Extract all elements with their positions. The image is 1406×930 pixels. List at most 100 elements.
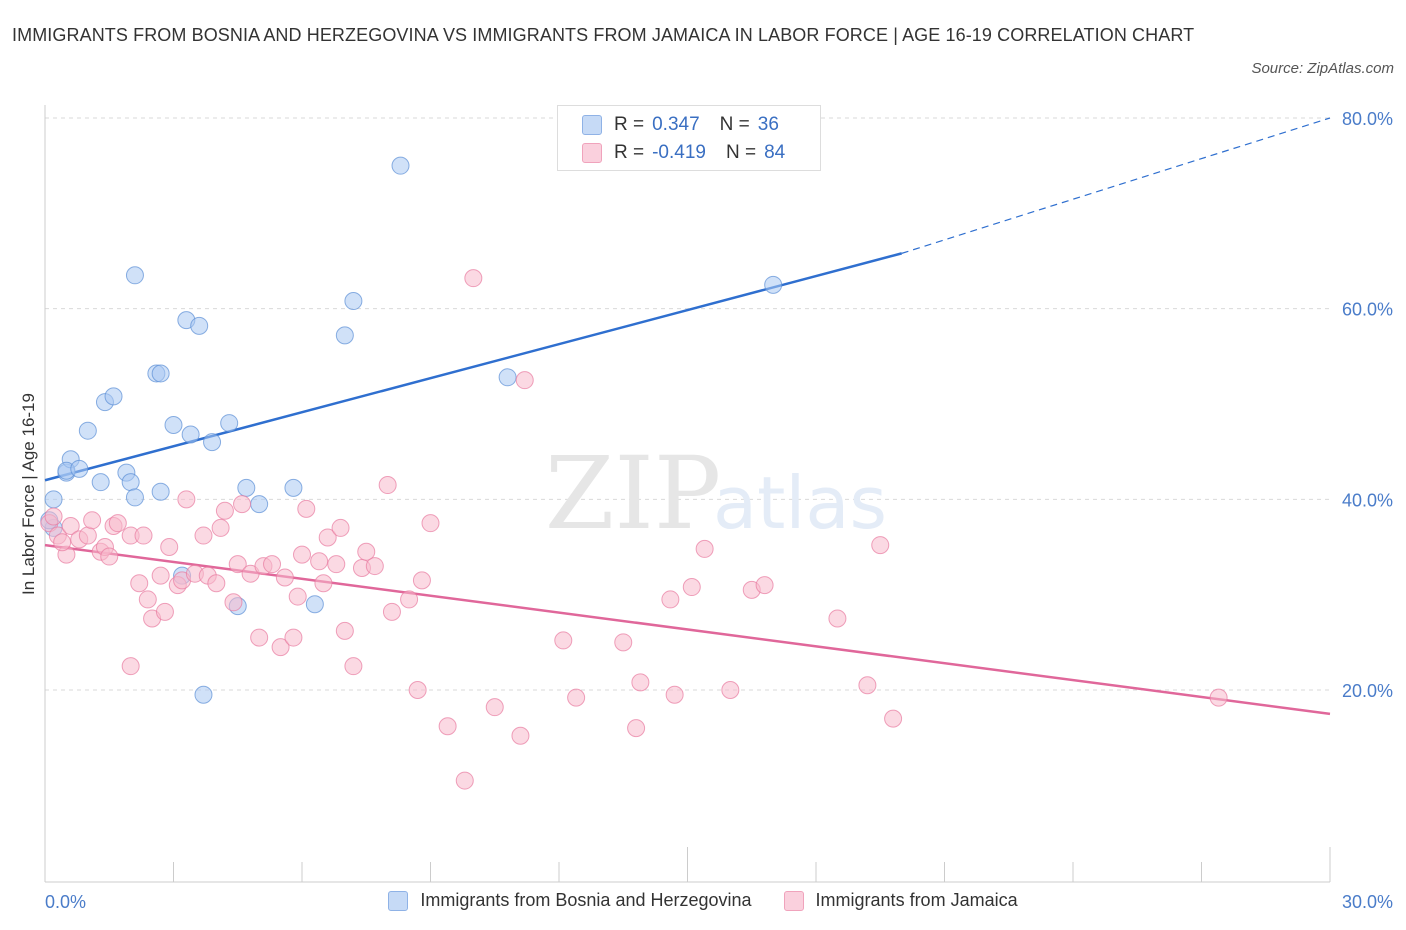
point-jamaica (100, 547, 119, 566)
legend-swatch-jamaica (582, 143, 602, 163)
point-jamaica (78, 526, 97, 545)
x-tick-label-min: 0.0% (45, 892, 86, 912)
point-jamaica (455, 771, 474, 790)
point-jamaica (151, 566, 170, 585)
point-jamaica (721, 681, 740, 699)
point-jamaica (177, 490, 196, 509)
point-jamaica (108, 514, 127, 533)
point-jamaica (515, 371, 534, 390)
legend-item-jamaica: Immigrants from Jamaica (783, 890, 1018, 911)
point-bosnia (335, 326, 354, 345)
y-tick-label: 80.0% (1342, 109, 1393, 129)
axes: 20.0% 40.0% 60.0% 80.0% 0.0% 30.0% (44, 105, 1393, 912)
x-tick-label-max: 30.0% (1342, 892, 1393, 912)
point-bosnia (91, 473, 110, 492)
point-jamaica (755, 576, 774, 595)
point-jamaica (421, 514, 440, 533)
point-jamaica (134, 526, 153, 545)
legend-row-jamaica: R = -0.419 N = 84 (582, 140, 785, 166)
point-jamaica (314, 574, 333, 593)
point-jamaica (631, 673, 650, 692)
point-jamaica (357, 542, 376, 561)
y-tick-label: 60.0% (1342, 300, 1393, 320)
point-jamaica (382, 602, 401, 621)
point-bosnia (220, 414, 239, 433)
point-jamaica (485, 698, 504, 717)
point-jamaica (61, 517, 80, 536)
point-jamaica (408, 681, 427, 699)
point-bosnia (181, 425, 200, 444)
point-jamaica (293, 545, 311, 564)
point-bosnia (125, 488, 144, 507)
point-jamaica (250, 628, 269, 647)
point-jamaica (271, 638, 290, 657)
point-jamaica (44, 507, 63, 526)
point-jamaica (284, 628, 303, 647)
point-bosnia (70, 459, 89, 478)
watermark-zip: ZIP (545, 435, 721, 552)
point-bosnia (237, 478, 256, 497)
point-jamaica (335, 621, 354, 640)
point-jamaica (121, 657, 140, 676)
point-bosnia (78, 421, 97, 440)
point-bosnia (250, 495, 269, 514)
point-jamaica (884, 709, 903, 728)
legend-r-label: R = (614, 142, 645, 163)
legend-label-bosnia: Immigrants from Bosnia and Herzegovina (420, 890, 752, 910)
point-jamaica (412, 571, 431, 590)
point-jamaica (228, 555, 247, 574)
point-jamaica (83, 511, 102, 530)
point-jamaica (511, 726, 530, 745)
point-jamaica (233, 495, 252, 514)
point-jamaica (661, 590, 680, 609)
point-bosnia (764, 275, 783, 294)
series-legend: Immigrants from Bosnia and Herzegovina I… (0, 890, 1406, 911)
y-tick-label: 40.0% (1342, 490, 1393, 510)
point-jamaica (310, 552, 329, 571)
point-jamaica (858, 676, 877, 695)
point-jamaica (318, 528, 337, 547)
point-jamaica (400, 590, 419, 609)
point-jamaica (275, 568, 294, 587)
watermark-atlas: atlas (713, 461, 887, 545)
point-bosnia (190, 316, 209, 335)
legend-n-label: N = (719, 114, 750, 135)
point-jamaica (871, 536, 890, 555)
legend-n-value: 84 (764, 142, 786, 163)
point-jamaica (1209, 688, 1228, 707)
point-jamaica (215, 501, 234, 520)
point-jamaica (224, 593, 243, 612)
point-bosnia (164, 415, 183, 434)
point-bosnia (125, 266, 144, 285)
y-axis-label: In Labor Force | Age 16-19 (19, 393, 38, 595)
y-tick-label: 20.0% (1342, 681, 1393, 701)
point-jamaica (365, 557, 384, 576)
point-bosnia (391, 156, 410, 175)
stats-legend: R = 0.347 N = 36 R = -0.419 N = 84 (557, 105, 821, 171)
watermark: ZIP atlas (545, 435, 887, 552)
point-jamaica (327, 555, 346, 574)
point-jamaica (627, 719, 646, 738)
legend-n-value: 36 (757, 114, 779, 135)
point-jamaica (194, 526, 213, 545)
legend-label-jamaica: Immigrants from Jamaica (815, 890, 1018, 910)
point-jamaica (53, 533, 72, 552)
point-jamaica (155, 602, 174, 621)
point-bosnia (194, 685, 213, 704)
point-jamaica (130, 574, 149, 593)
point-bosnia (203, 433, 222, 452)
legend-swatch-bosnia (388, 890, 409, 911)
legend-item-bosnia: Immigrants from Bosnia and Herzegovina (388, 890, 752, 911)
chart-title: IMMIGRANTS FROM BOSNIA AND HERZEGOVINA V… (12, 25, 1195, 45)
point-bosnia (104, 387, 123, 406)
data-points (40, 156, 1228, 790)
point-jamaica (263, 555, 282, 574)
point-bosnia (151, 482, 170, 501)
point-jamaica (344, 657, 363, 676)
point-jamaica (160, 538, 179, 556)
point-bosnia (344, 292, 363, 311)
point-bosnia (151, 364, 170, 383)
legend-r-label: R = (614, 114, 645, 135)
point-jamaica (207, 574, 226, 593)
